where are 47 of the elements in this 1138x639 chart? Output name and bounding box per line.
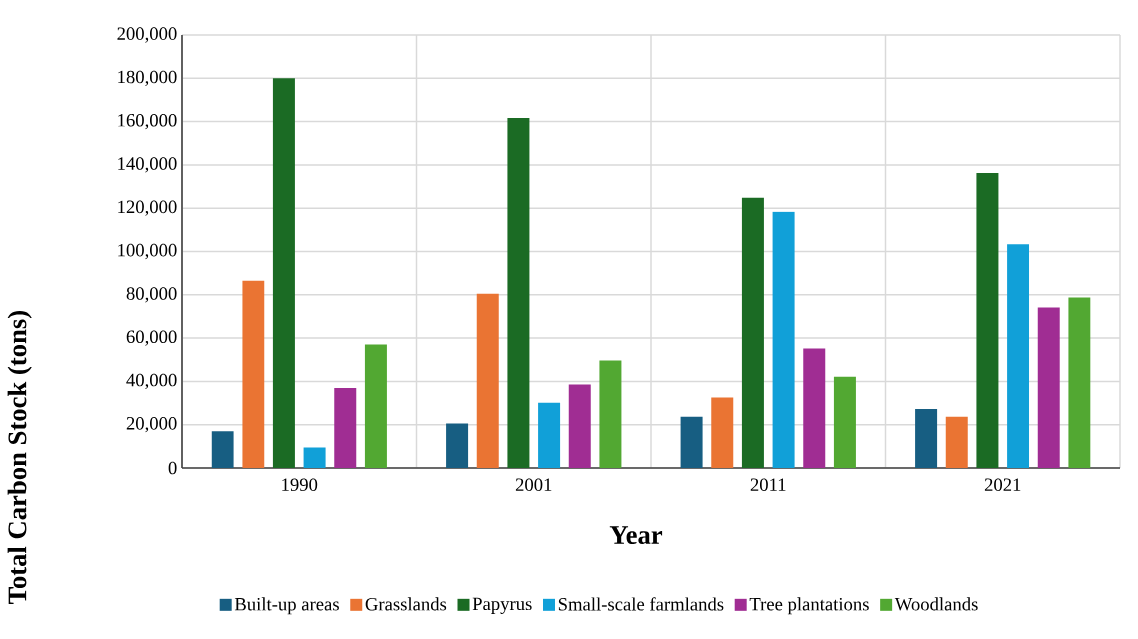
bar [476,293,499,468]
bar [242,280,265,468]
x-tick-label: 2001 [515,478,552,491]
y-tick-label: 40,000 [126,373,177,390]
y-tick-label: 200,000 [117,27,177,43]
y-tick-label: 100,000 [118,243,177,260]
bar [1037,307,1060,468]
legend-label: Built-up areas [234,597,339,615]
bar [1068,297,1091,468]
bar [272,78,295,468]
y-tick-label: 120,000 [118,200,177,216]
bar [976,172,999,468]
legend-label: Small-scale farmlands [558,597,724,611]
y-tick-label: 80,000 [126,287,177,303]
bar [538,402,561,468]
y-axis-title: Total Carbon Stock (tons) [7,311,32,605]
x-tick-label: 1990 [282,478,318,491]
bar [446,423,469,468]
bar [833,376,856,468]
x-axis-title: Year [609,526,663,544]
bar [803,348,826,468]
bar [568,384,591,468]
legend-label: Tree plantations [749,597,869,615]
legend-label: Grasslands [365,597,447,611]
bar [211,431,234,468]
bar [507,117,530,468]
bar [945,416,968,468]
bar [915,409,938,468]
y-tick-label: 180,000 [118,70,177,86]
bar [772,211,795,468]
bar [599,360,622,468]
x-tick-label: 2011 [750,478,786,491]
bar [364,344,387,468]
legend-label: Woodlands [894,597,978,611]
bar [1007,244,1030,468]
bar [680,416,703,468]
x-tick-label: 2021 [984,478,1021,491]
y-tick-label: 0 [168,461,177,475]
legend-label: Papyrus [472,597,532,614]
y-tick-label: 160,000 [118,113,177,130]
bar [741,197,764,468]
y-tick-label: 60,000 [126,330,177,346]
bar [334,387,357,468]
y-tick-label: 20,000 [126,417,177,433]
y-tick-label: 140,000 [118,157,177,173]
bar [303,447,326,468]
bar [711,397,734,468]
